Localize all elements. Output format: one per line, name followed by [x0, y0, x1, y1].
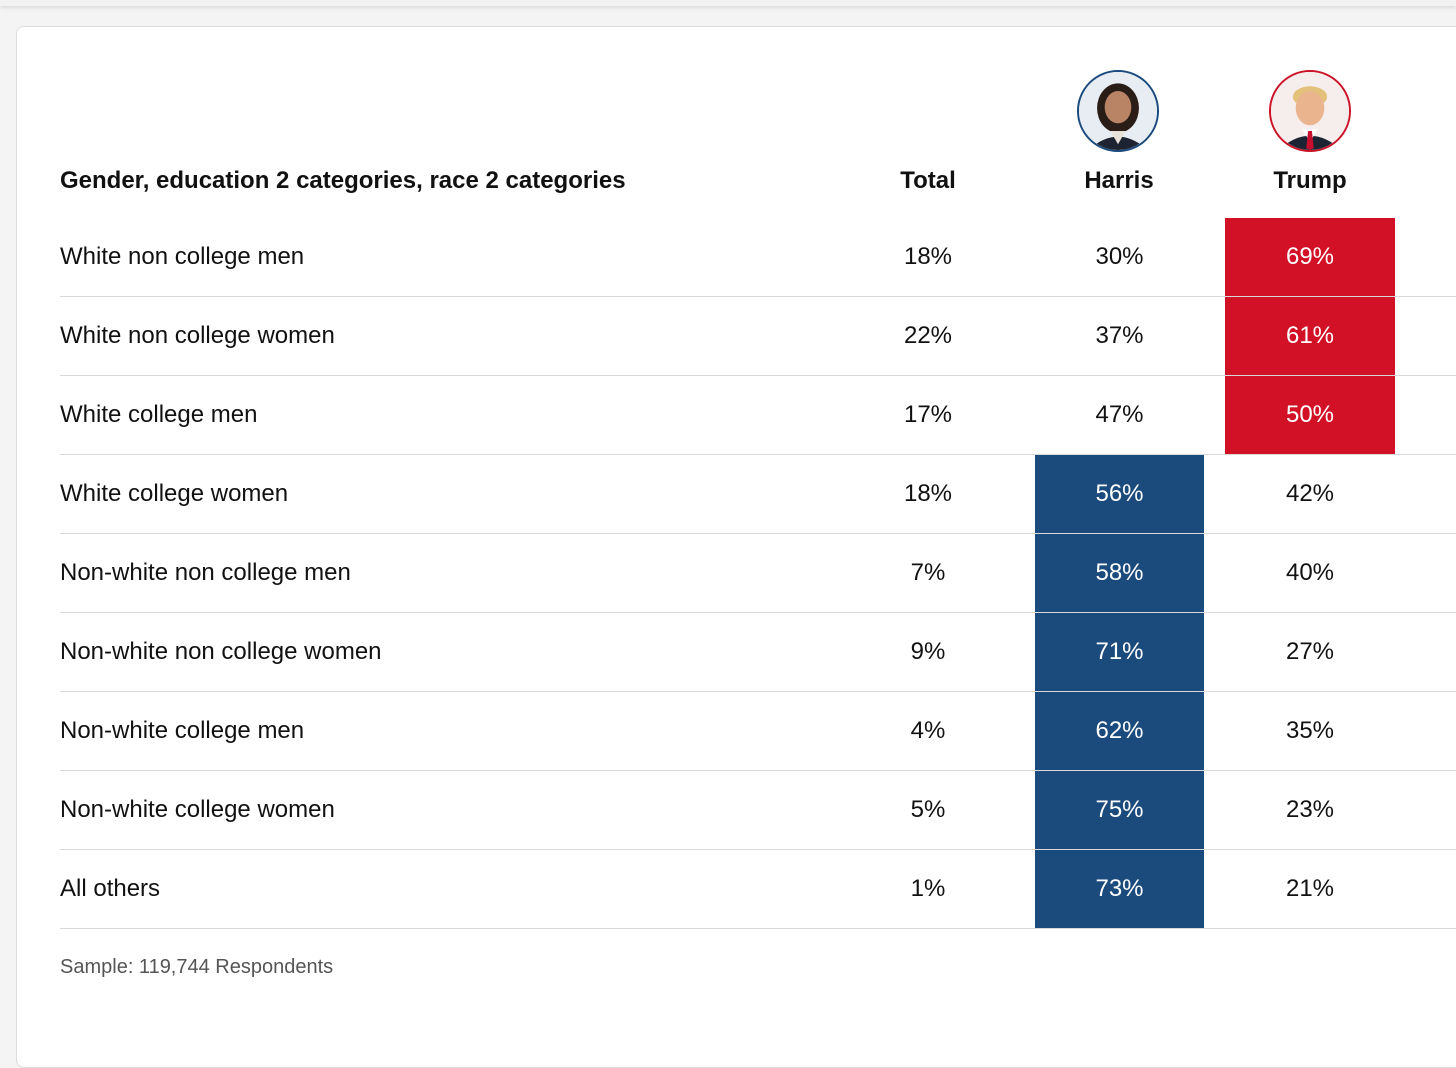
table-row: White college women 18% 56% 42%: [60, 455, 1456, 534]
trump-cell: 21%: [1285, 875, 1335, 902]
row-label: White non college women: [60, 322, 335, 349]
trump-cell: 50%: [1225, 376, 1395, 454]
harris-portrait-icon: [1077, 70, 1159, 152]
harris-cell: 47%: [1095, 401, 1144, 428]
table-row: Non-white college men 4% 62% 35%: [60, 692, 1456, 771]
trump-cell: 69%: [1225, 218, 1395, 296]
trump-cell: 27%: [1285, 638, 1335, 665]
trump-cell: 40%: [1285, 559, 1335, 586]
row-label: White college women: [60, 480, 289, 507]
harris-cell: 71%: [1035, 613, 1204, 691]
row-divider: [60, 454, 1456, 455]
total-cell: 18%: [903, 243, 953, 270]
column-header-harris: Harris: [1084, 167, 1154, 194]
harris-cell: 62%: [1035, 692, 1204, 770]
harris-cell: 75%: [1035, 771, 1204, 849]
harris-cell: 58%: [1035, 534, 1204, 612]
sample-footnote: Sample: 119,744 Respondents: [60, 956, 334, 978]
top-bar: [0, 0, 1456, 6]
table-row: White non college women 22% 37% 61%: [60, 297, 1456, 376]
total-cell: 5%: [910, 796, 946, 823]
table-row: Non-white college women 5% 75% 23%: [60, 771, 1456, 850]
harris-cell: 30%: [1095, 243, 1144, 270]
row-divider: [60, 691, 1456, 692]
row-divider: [60, 533, 1456, 534]
row-label: Non-white college men: [60, 717, 305, 744]
row-label: Non-white non college women: [60, 638, 382, 665]
total-cell: 9%: [910, 638, 946, 665]
column-header-trump: Trump: [1273, 167, 1347, 194]
row-label: White non college men: [60, 243, 305, 270]
harris-cell: 56%: [1035, 455, 1204, 533]
total-cell: 7%: [910, 559, 946, 586]
row-divider: [60, 375, 1456, 376]
table-row: White college men 17% 47% 50%: [60, 376, 1456, 455]
total-cell: 1%: [910, 875, 946, 902]
row-divider: [60, 770, 1456, 771]
trump-cell: 23%: [1285, 796, 1335, 823]
row-label: Non-white college women: [60, 796, 335, 823]
row-divider: [60, 849, 1456, 850]
trump-cell: 42%: [1285, 480, 1335, 507]
results-card: [16, 26, 1456, 1068]
total-cell: 22%: [903, 322, 953, 349]
row-divider: [60, 296, 1456, 297]
harris-cell: 73%: [1035, 850, 1204, 928]
total-cell: 17%: [903, 401, 953, 428]
column-header-total: Total: [900, 167, 956, 194]
table-row: Non-white non college women 9% 71% 27%: [60, 613, 1456, 692]
table-row: All others 1% 73% 21%: [60, 850, 1456, 929]
total-cell: 18%: [903, 480, 953, 507]
trump-cell: 35%: [1285, 717, 1335, 744]
row-divider: [60, 612, 1456, 613]
row-label: All others: [60, 875, 161, 902]
trump-portrait-icon: [1269, 70, 1351, 152]
total-cell: 4%: [910, 717, 946, 744]
row-label: White college men: [60, 401, 258, 428]
column-header-category: Gender, education 2 categories, race 2 c…: [60, 167, 626, 194]
row-divider: [60, 928, 1456, 929]
harris-cell: 37%: [1095, 322, 1144, 349]
table-row: White non college men 18% 30% 69%: [60, 218, 1456, 297]
table-row: Non-white non college men 7% 58% 40%: [60, 534, 1456, 613]
trump-cell: 61%: [1225, 297, 1395, 375]
row-label: Non-white non college men: [60, 559, 351, 586]
